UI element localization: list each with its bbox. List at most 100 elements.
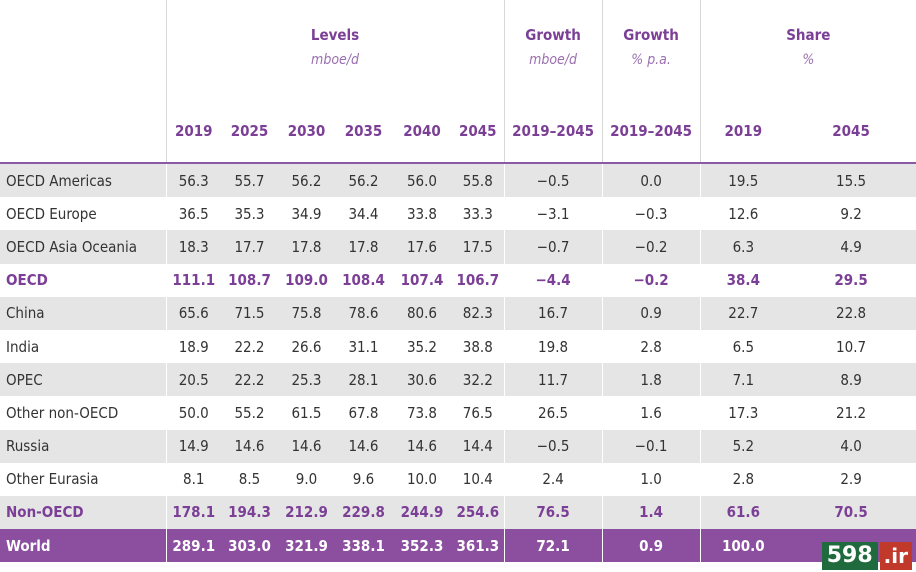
header-years-blank [0,100,166,164]
column-header: 2019–2045 [503,100,603,164]
table-cell: 61.5 [291,403,322,422]
table-cell: 19.8 [503,329,603,364]
header-years-row: 2019 2025 2030 2035 2040 2045 2019–2045 2019–20… [0,100,916,164]
column-header: 2045 [452,100,505,164]
table-cell: 22.7 [699,296,787,330]
header-corner [0,0,166,100]
table-cell: 106.7 [456,271,500,290]
watermark-tld: .ir [879,542,912,570]
table-cell: 5.2 [699,429,787,463]
table-cell: 34.4 [348,204,379,223]
table-cell: 8.5 [238,470,261,489]
growth-abs-title: Growth [525,26,581,44]
column-header: 2045 [786,100,916,164]
table-cell: 16.7 [503,296,603,330]
table-cell: 55.2 [234,403,265,422]
table-cell: 78.6 [335,296,392,330]
table-cell: 61.6 [699,495,787,530]
table-cell: 1.0 [601,462,701,496]
column-header: 2019 [165,100,221,164]
table-cell: 9.2 [840,204,862,223]
levels-title: Levels [310,26,360,44]
table-cell: 11.7 [503,363,603,397]
table-cell: 50.0 [165,396,221,430]
table-row: Other Eurasia 8.1 8.5 9.0 9.6 10.0 10.4 2.4 1.0 2… [0,462,916,496]
table-cell: 38.4 [699,263,787,297]
table-cell: 229.8 [335,495,392,530]
table-cell: 107.4 [400,271,444,290]
table-cell: 76.5 [462,403,493,422]
table-cell: 15.5 [786,163,916,198]
table-cell: 56.3 [165,163,221,198]
table-cell: 55.8 [452,163,505,198]
table-row: OPEC 20.5 22.2 25.3 28.1 30.6 32.2 11.7 1.8 7.1 8.… [0,363,916,397]
growth-abs-header: Growth mboe/d [503,0,603,100]
table-cell: 0.9 [601,529,701,563]
table-cell: 30.6 [392,363,452,397]
table-row: World 289.1 303.0 321.9 338.1 352.3 361.3 72.1 0… [0,529,916,563]
table-cell: 80.6 [392,296,452,330]
table-cell: 338.1 [335,529,392,563]
table-cell: 34.9 [291,204,322,223]
table-cell: 76.5 [503,495,603,530]
table-cell: 109.0 [285,271,328,290]
growth-pct-unit: % p.a. [631,52,671,68]
table-cell: 352.3 [392,529,452,563]
watermark: 598 .ir [821,542,912,570]
table-cell: 17.8 [335,230,392,264]
row-label: Russia [0,429,166,463]
table-cell: 10.4 [462,470,493,489]
table-cell: 12.6 [699,197,787,231]
column-header: 2035 [335,100,392,164]
table-cell: 82.3 [452,296,505,330]
table-cell: 108.7 [228,271,271,290]
levels-header: Levels mboe/d [165,0,505,100]
row-label: OECD Asia Oceania [0,230,166,264]
table-cell: 111.1 [165,263,221,297]
table-cell: 21.2 [836,403,867,422]
table-cell: 25.3 [278,363,335,397]
table-cell: 244.9 [392,495,452,530]
table-cell: −0.3 [601,197,701,231]
row-label: India [6,337,40,356]
table-cell: 4.0 [786,429,916,463]
table-cell: 100.0 [699,529,787,563]
table-cell: 9.6 [352,470,375,489]
watermark-number: 598 [821,542,878,570]
table-cell: 33.8 [406,204,438,223]
column-header: 2040 [392,100,452,164]
table-cell: 26.6 [291,337,322,356]
table-cell: −0.5 [503,163,603,198]
table-cell: 6.3 [699,230,787,264]
table-cell: 35.3 [234,204,265,223]
header-group-row: Levels mboe/d Growth mboe/d Growth % p.a… [0,0,916,100]
table-cell: 56.0 [392,163,452,198]
table-cell: 17.3 [699,396,787,430]
table-cell: 55.7 [221,163,278,198]
table-cell: 19.5 [699,163,787,198]
table-cell: 303.0 [221,529,278,563]
table-cell: 14.6 [335,429,392,463]
table-cell: 22.2 [234,337,265,356]
table-cell: 56.2 [278,163,335,198]
table-cell: 1.8 [601,363,701,397]
row-label: Other non-OECD [6,403,119,422]
table-cell: 26.5 [503,396,603,430]
column-header: 2019–2045 [601,100,701,164]
table-row: OECD Europe 36.5 35.3 34.9 34.4 33.8 33.3 −3.1−… [0,197,916,231]
table-cell: 14.6 [392,429,452,463]
table-cell: −0.2 [601,230,701,264]
table-cell: −0.1 [601,429,701,463]
table-row: Non-OECD 178.1 194.3 212.9 229.8 244.9 254.6 76… [0,495,916,530]
table-cell: 35.2 [406,337,438,356]
table-cell: 32.2 [452,363,505,397]
growth-abs-unit: mboe/d [529,52,578,68]
row-label: Non-OECD [0,495,166,530]
table-cell: 8.1 [165,462,221,496]
table-row: India 18.9 22.2 26.6 31.1 35.2 38.8 19.8 2.8 6.5 1… [0,329,916,364]
table-cell: 72.1 [503,529,603,563]
table-cell: 4.9 [786,230,916,264]
table-cell: 6.5 [699,329,787,364]
table-row: Other non-OECD 50.0 55.2 61.5 67.8 73.8 76.5 26… [0,396,916,430]
